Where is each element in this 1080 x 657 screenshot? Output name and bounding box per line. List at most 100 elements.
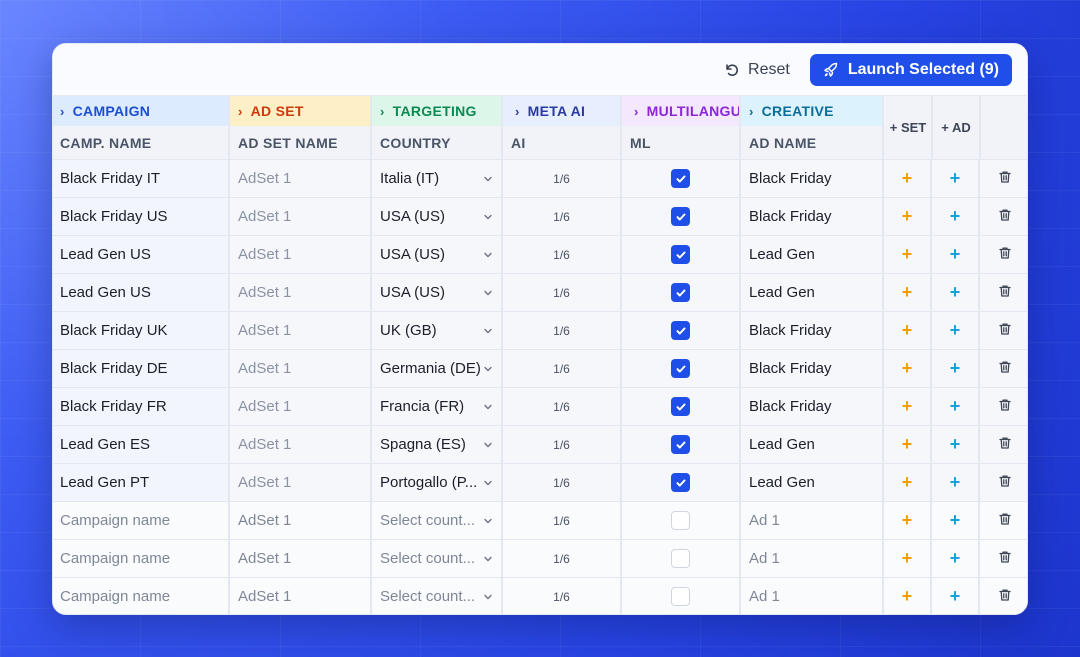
adset-name-cell[interactable]: AdSet 1: [230, 502, 372, 540]
ml-checkbox[interactable]: [671, 473, 690, 492]
delete-row-button[interactable]: [998, 360, 1012, 378]
ml-checkbox[interactable]: [671, 587, 690, 606]
adset-name-cell[interactable]: AdSet 1: [230, 388, 372, 426]
add-ad-button[interactable]: +: [949, 282, 961, 302]
add-set-button[interactable]: +: [901, 244, 913, 264]
country-select[interactable]: Francia (FR): [372, 388, 503, 426]
adset-name-cell[interactable]: AdSet 1: [230, 236, 372, 274]
delete-row-button[interactable]: [998, 246, 1012, 264]
add-set-button[interactable]: +: [901, 206, 913, 226]
add-set-button[interactable]: +: [901, 434, 913, 454]
reset-button[interactable]: Reset: [724, 61, 790, 79]
ai-cell[interactable]: 1/6: [503, 274, 622, 312]
add-ad-button[interactable]: +: [949, 244, 961, 264]
campaign-name-cell[interactable]: Lead Gen US: [53, 274, 230, 312]
adset-name-cell[interactable]: AdSet 1: [230, 540, 372, 578]
add-set-button[interactable]: +: [901, 396, 913, 416]
add-set-button[interactable]: +: [901, 510, 913, 530]
ml-checkbox[interactable]: [671, 397, 690, 416]
country-select[interactable]: Germania (DE): [372, 350, 503, 388]
country-select[interactable]: Italia (IT): [372, 160, 503, 198]
ad-name-cell[interactable]: Black Friday: [741, 198, 884, 236]
ml-checkbox[interactable]: [671, 245, 690, 264]
campaign-name-cell[interactable]: Campaign name: [53, 502, 230, 540]
ml-checkbox[interactable]: [671, 511, 690, 530]
add-ad-button[interactable]: +: [949, 586, 961, 606]
delete-row-button[interactable]: [998, 284, 1012, 302]
campaign-name-cell[interactable]: Black Friday UK: [53, 312, 230, 350]
ad-name-cell[interactable]: Lead Gen: [741, 274, 884, 312]
campaign-name-cell[interactable]: Campaign name: [53, 578, 230, 614]
delete-row-button[interactable]: [998, 322, 1012, 340]
country-select[interactable]: Select count...: [372, 502, 503, 540]
delete-row-button[interactable]: [998, 398, 1012, 416]
adset-name-cell[interactable]: AdSet 1: [230, 198, 372, 236]
group-creative[interactable]: › CREATIVE: [741, 96, 884, 126]
ai-cell[interactable]: 1/6: [503, 502, 622, 540]
ai-cell[interactable]: 1/6: [503, 160, 622, 198]
ml-checkbox[interactable]: [671, 549, 690, 568]
adset-name-cell[interactable]: AdSet 1: [230, 578, 372, 614]
country-select[interactable]: Select count...: [372, 540, 503, 578]
ai-cell[interactable]: 1/6: [503, 198, 622, 236]
ml-checkbox[interactable]: [671, 359, 690, 378]
country-select[interactable]: UK (GB): [372, 312, 503, 350]
add-ad-button[interactable]: +: [949, 358, 961, 378]
add-ad-button[interactable]: +: [949, 434, 961, 454]
campaign-name-cell[interactable]: Black Friday DE: [53, 350, 230, 388]
ad-name-cell[interactable]: Lead Gen: [741, 464, 884, 502]
launch-selected-button[interactable]: Launch Selected (9): [809, 53, 1012, 86]
add-set-button[interactable]: +: [901, 586, 913, 606]
ad-name-cell[interactable]: Black Friday: [741, 160, 884, 198]
ai-cell[interactable]: 1/6: [503, 426, 622, 464]
add-set-button[interactable]: +: [901, 168, 913, 188]
ai-cell[interactable]: 1/6: [503, 312, 622, 350]
group-targeting[interactable]: › TARGETING: [372, 96, 503, 126]
country-select[interactable]: USA (US): [372, 198, 503, 236]
country-select[interactable]: Portogallo (P...: [372, 464, 503, 502]
campaign-name-cell[interactable]: Black Friday US: [53, 198, 230, 236]
ml-checkbox[interactable]: [671, 207, 690, 226]
add-ad-button[interactable]: +: [949, 510, 961, 530]
add-ad-button[interactable]: +: [949, 548, 961, 568]
delete-row-button[interactable]: [998, 550, 1012, 568]
delete-row-button[interactable]: [998, 170, 1012, 188]
adset-name-cell[interactable]: AdSet 1: [230, 160, 372, 198]
add-set-button[interactable]: +: [901, 358, 913, 378]
ai-cell[interactable]: 1/6: [503, 236, 622, 274]
delete-row-button[interactable]: [998, 436, 1012, 454]
country-select[interactable]: USA (US): [372, 274, 503, 312]
ml-checkbox[interactable]: [671, 321, 690, 340]
delete-row-button[interactable]: [998, 474, 1012, 492]
add-ad-button[interactable]: +: [949, 320, 961, 340]
add-set-button[interactable]: +: [901, 320, 913, 340]
adset-name-cell[interactable]: AdSet 1: [230, 350, 372, 388]
campaign-name-cell[interactable]: Lead Gen ES: [53, 426, 230, 464]
add-ad-button[interactable]: +: [949, 396, 961, 416]
country-select[interactable]: USA (US): [372, 236, 503, 274]
country-select[interactable]: Spagna (ES): [372, 426, 503, 464]
campaign-name-cell[interactable]: Black Friday FR: [53, 388, 230, 426]
ad-name-cell[interactable]: Black Friday: [741, 312, 884, 350]
campaign-name-cell[interactable]: Lead Gen US: [53, 236, 230, 274]
add-set-button[interactable]: +: [901, 472, 913, 492]
add-ad-button[interactable]: +: [949, 168, 961, 188]
ai-cell[interactable]: 1/6: [503, 540, 622, 578]
add-set-button[interactable]: +: [901, 548, 913, 568]
ad-name-cell[interactable]: Ad 1: [741, 540, 884, 578]
ad-name-cell[interactable]: Ad 1: [741, 502, 884, 540]
ml-checkbox[interactable]: [671, 169, 690, 188]
delete-row-button[interactable]: [998, 588, 1012, 606]
adset-name-cell[interactable]: AdSet 1: [230, 464, 372, 502]
group-multilanguage[interactable]: › MULTILANGU: [622, 96, 741, 126]
ad-name-cell[interactable]: Lead Gen: [741, 236, 884, 274]
add-ad-button[interactable]: +: [949, 206, 961, 226]
group-adset[interactable]: › AD SET: [230, 96, 372, 126]
campaign-name-cell[interactable]: Campaign name: [53, 540, 230, 578]
ai-cell[interactable]: 1/6: [503, 350, 622, 388]
adset-name-cell[interactable]: AdSet 1: [230, 426, 372, 464]
adset-name-cell[interactable]: AdSet 1: [230, 312, 372, 350]
ai-cell[interactable]: 1/6: [503, 578, 622, 614]
group-meta-ai[interactable]: › META AI: [503, 96, 622, 126]
campaign-name-cell[interactable]: Black Friday IT: [53, 160, 230, 198]
